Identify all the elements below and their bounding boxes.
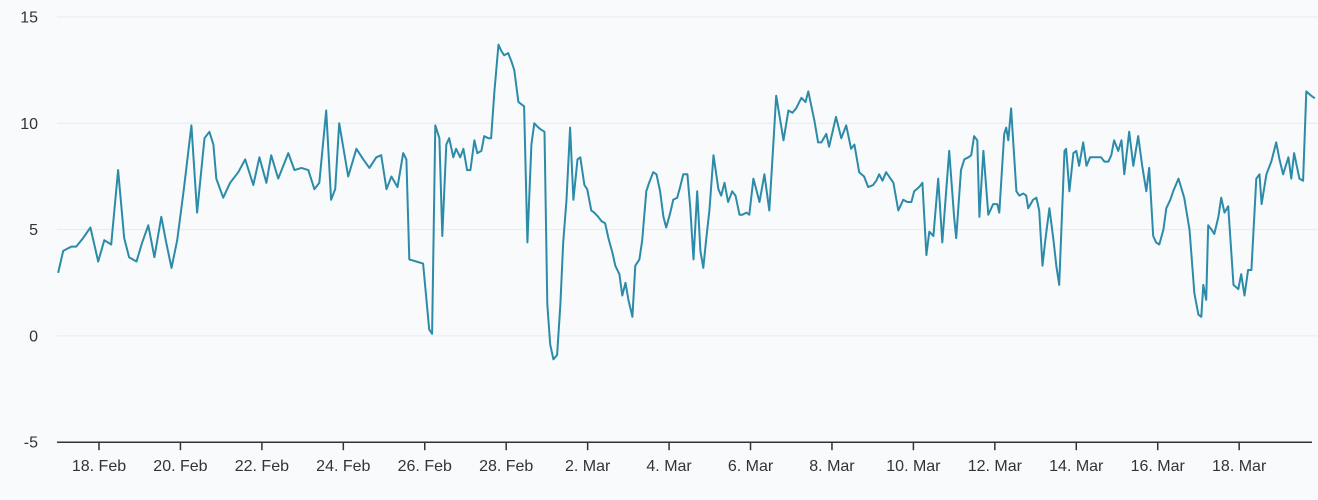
y-axis-tick-label: 15 (20, 10, 38, 27)
x-axis-tick-label: 28. Feb (479, 458, 533, 475)
x-axis-tick-label: 14. Mar (1049, 458, 1104, 475)
x-axis-tick-label: 2. Mar (565, 458, 611, 475)
x-axis-tick-label: 26. Feb (398, 458, 452, 475)
x-axis-tick-label: 22. Feb (235, 458, 289, 475)
x-axis-tick-label: 20. Feb (153, 458, 207, 475)
x-axis-tick-label: 18. Feb (72, 458, 126, 475)
data-series-line[interactable] (57, 43, 1316, 361)
y-axis-tick-label: 5 (29, 222, 38, 239)
y-axis-tick-label: 10 (20, 116, 38, 133)
x-axis-tick-label: 4. Mar (646, 458, 692, 475)
x-axis-tick-label: 16. Mar (1131, 458, 1186, 475)
x-axis-tick-label: 6. Mar (728, 458, 774, 475)
x-axis-tick-label: 8. Mar (809, 458, 855, 475)
x-axis-tick-label: 12. Mar (968, 458, 1023, 475)
x-axis-tick-label: 24. Feb (316, 458, 370, 475)
y-axis-tick-label: -5 (24, 435, 38, 452)
x-axis-tick-label: 18. Mar (1212, 458, 1267, 475)
y-axis-tick-label: 0 (29, 328, 38, 345)
x-axis-tick-label: 10. Mar (886, 458, 941, 475)
